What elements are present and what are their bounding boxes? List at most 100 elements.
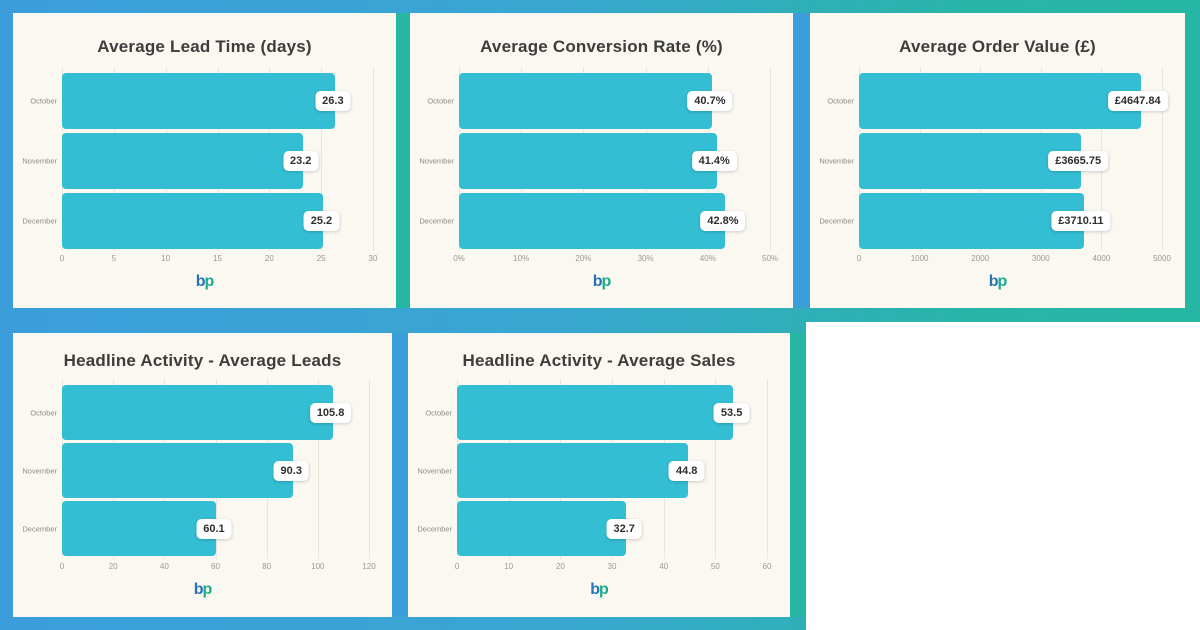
bar-row: October 53.5 (425, 385, 767, 440)
bar-row: December 25.2 (22, 193, 373, 249)
gradient-strip-blue-bottom (392, 333, 408, 617)
category-label: December (22, 524, 57, 533)
x-tick-label: 20 (108, 562, 118, 571)
category-label: November (419, 156, 454, 166)
bar (457, 385, 734, 440)
logo-letter-p: p (599, 581, 609, 598)
bar-row: November 44.8 (417, 443, 767, 498)
value-pill: 40.7% (687, 91, 733, 111)
bar (62, 73, 335, 129)
x-tick-label: 30 (607, 562, 617, 571)
value-pill: 105.8 (309, 402, 352, 423)
category-label: November (22, 466, 57, 475)
x-tick-label: 40% (699, 254, 716, 263)
category-label: December (22, 216, 57, 226)
value-pill: £3665.75 (1048, 151, 1109, 171)
gradient-strip-teal-top (396, 13, 410, 308)
plot-area: October £4647.84 November £3665.75 December £… (819, 67, 1168, 251)
value-pill: 44.8 (668, 460, 705, 481)
value-pill: 53.5 (713, 402, 750, 423)
category-label: October (827, 96, 854, 106)
x-tick-label: 30% (637, 254, 654, 263)
x-tick-label: 15 (213, 254, 222, 263)
chart-panel-order-value: Average Order Value (£) October £4647.84 No… (810, 13, 1185, 308)
chart-panel-average-leads: Headline Activity - Average Leads October… (13, 333, 392, 617)
chart-title: Average Lead Time (days) (97, 37, 312, 56)
bar (62, 443, 294, 498)
gradient-strip-blue-top (793, 13, 810, 308)
category-label: December (417, 524, 452, 533)
bar (62, 193, 324, 249)
bp-logo: bp (13, 274, 396, 290)
bar (457, 443, 689, 498)
x-tick-label: 50% (761, 254, 779, 263)
bar (859, 193, 1084, 249)
gridline (715, 379, 717, 559)
bar-row: November 90.3 (22, 443, 369, 498)
x-tick-label: 10% (513, 254, 530, 263)
category-label: October (427, 96, 454, 106)
x-tick-label: 4000 (1092, 254, 1111, 263)
x-tick-label: 60 (762, 562, 772, 571)
x-tick-label: 25 (316, 254, 326, 263)
x-axis: 0% 10% 20% 30% 40% 50% (453, 254, 778, 267)
logo-letter-b: b (592, 273, 603, 290)
value-pill: 26.3 (315, 91, 351, 111)
x-tick-label: 10 (161, 254, 171, 263)
value-pill: 32.7 (606, 518, 642, 539)
bar-row: October 105.8 (30, 385, 369, 440)
bar-row: December 42.8% (419, 193, 770, 249)
bar (62, 385, 333, 440)
value-pill: 25.2 (303, 211, 340, 231)
chart-title: Average Conversion Rate (%) (480, 37, 723, 56)
bar (457, 501, 626, 556)
x-axis: 0 5 10 15 20 25 30 (59, 254, 378, 267)
plot-area: October 26.3 November 23.2 December 25.2 (22, 67, 374, 251)
x-tick-label: 0% (453, 254, 465, 263)
chart-panel-lead-time: Average Lead Time (days) October 26.3 Novem… (13, 13, 396, 308)
x-tick-label: 3000 (1031, 254, 1050, 263)
x-tick-label: 100 (311, 562, 325, 571)
x-tick-label: 20% (575, 254, 592, 263)
x-tick-label: 20 (555, 562, 565, 571)
chart-panel-average-sales: Headline Activity - Average Sales October… (408, 333, 790, 617)
value-pill: £3710.11 (1051, 211, 1111, 231)
gridline (321, 67, 323, 251)
value-pill: 60.1 (196, 518, 232, 539)
gridline (369, 379, 370, 559)
gridline (767, 379, 768, 559)
x-axis: 0 1000 2000 3000 4000 5000 (856, 254, 1171, 267)
logo-letter-b: b (195, 273, 206, 290)
bar-row: December 32.7 (417, 501, 767, 556)
bar-row: December 60.1 (22, 501, 369, 556)
gridline (317, 379, 319, 559)
category-label: November (417, 466, 452, 475)
x-axis: 0 20 40 60 80 100 120 (59, 562, 376, 575)
logo-letter-p: p (204, 273, 215, 290)
plot-area: October 105.8 November 90.3 December 60.1 (22, 379, 370, 559)
bar (62, 501, 216, 556)
bar-row: November £3665.75 (819, 133, 1162, 189)
value-pill: £4647.84 (1107, 91, 1168, 111)
plot-area: October 40.7% November 41.4% December 42.8% (419, 67, 771, 251)
bp-logo: bp (410, 274, 793, 290)
logo-letter-p: p (997, 273, 1008, 290)
x-tick-label: 5 (111, 254, 117, 263)
x-tick-label: 30 (368, 254, 378, 263)
x-tick-label: 0 (856, 254, 862, 263)
value-pill: 41.4% (691, 151, 737, 171)
chart-title: Headline Activity - Average Leads (63, 351, 342, 370)
category-label: October (425, 408, 452, 417)
chart-title: Average Order Value (£) (899, 37, 1096, 56)
bar-row: November 23.2 (22, 133, 373, 189)
bp-logo: bp (13, 582, 392, 598)
bar-row: December £3710.11 (819, 193, 1162, 249)
bar (859, 73, 1141, 129)
x-tick-label: 0 (454, 562, 460, 571)
bar-row: November 41.4% (419, 133, 770, 189)
x-tick-label: 1000 (910, 254, 929, 263)
empty-cell (806, 322, 1200, 630)
x-tick-label: 0 (59, 254, 65, 263)
x-tick-label: 0 (59, 562, 65, 571)
value-pill: 23.2 (283, 151, 319, 171)
